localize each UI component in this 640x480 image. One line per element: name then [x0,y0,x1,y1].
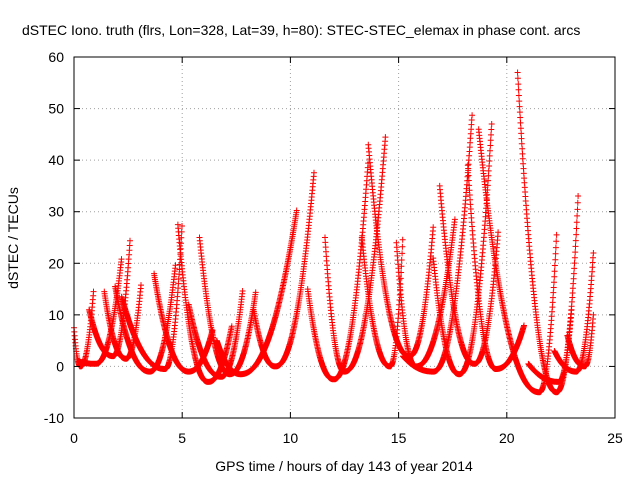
arc-plus-markers [101,282,144,362]
satellite-arc [525,193,582,385]
satellite-arc [196,234,259,378]
plot-frame [73,56,616,419]
satellite-arc [358,234,406,370]
satellite-arc [118,223,185,372]
arc-plus-markers [464,162,527,372]
data-marks [71,69,597,396]
arc-plus-markers [564,311,597,370]
arc-plus-markers [475,126,560,396]
y-tick-label: 0 [56,358,64,374]
x-tick-label: 20 [499,430,515,446]
arc-plus-markers [399,112,476,375]
arc-plus-markers [118,223,185,372]
satellite-arc [185,288,246,380]
x-axis-label: GPS time / hours of day 143 of year 2014 [215,458,473,474]
x-tick-label: 5 [178,430,186,446]
arc-plus-markers [185,288,246,380]
satellite-arc [213,207,300,378]
satellite-arc [101,282,144,362]
x-tick-label: 25 [607,430,623,446]
y-tick-label: 50 [48,101,64,117]
arc-plus-markers [250,169,317,370]
y-tick-label: 20 [48,255,64,271]
arc-plus-markers [196,234,259,378]
satellite-arc [322,134,389,375]
x-tick-label: 15 [391,430,407,446]
arc-plus-markers [322,134,389,375]
arc-plus-markers [358,234,406,370]
y-axis-label: dSTEC / TECUs [5,187,21,289]
satellite-arc [475,126,560,396]
satellite-arc [564,311,597,370]
x-tick-label: 10 [283,430,299,446]
y-tick-label: 10 [48,307,64,323]
arc-plus-markers [174,221,235,385]
arc-plus-markers [525,193,582,385]
satellite-arc [174,221,235,385]
satellite-arc [250,169,317,370]
x-tick-label: 0 [70,430,78,446]
chart-title: dSTEC Iono. truth (flrs, Lon=328, Lat=39… [22,22,580,38]
y-tick-label: 60 [48,49,64,65]
satellite-arc [464,162,527,372]
y-tick-label: 40 [48,152,64,168]
satellite-arc [399,112,476,375]
y-tick-label: 30 [48,204,64,220]
axis-ticks: 0 5 10 15 20 25 -10 0 10 20 30 40 50 60 [44,49,623,446]
arc-plus-markers [213,207,300,378]
y-tick-label: -10 [44,410,64,426]
